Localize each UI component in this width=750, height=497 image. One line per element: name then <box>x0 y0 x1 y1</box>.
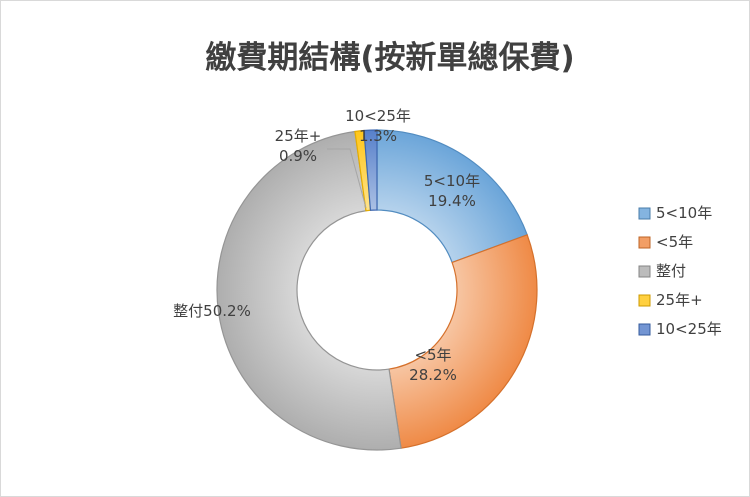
chart-title: 繳費期結構(按新單總保費) <box>205 40 574 76</box>
data-label: 10<25年 <box>345 107 411 125</box>
data-label: 0.9% <box>279 147 317 165</box>
data-label: <5年 <box>414 346 451 364</box>
legend-entry: 整付 <box>656 262 686 280</box>
legend-entry: 25年+ <box>656 291 703 309</box>
slice-1[interactable] <box>388 234 538 449</box>
legend-entry: 10<25年 <box>656 320 722 338</box>
data-label: 25年+ <box>275 127 322 145</box>
data-label: 5<10年 <box>424 172 480 190</box>
legend-entry: <5年 <box>656 233 693 251</box>
leader-line <box>327 148 367 209</box>
legend-swatch <box>638 294 651 307</box>
data-label: 19.4% <box>428 192 476 210</box>
slice-4[interactable] <box>363 129 378 211</box>
slice-2[interactable] <box>216 130 402 451</box>
legend-swatch <box>638 236 651 249</box>
data-label: 28.2% <box>409 366 457 384</box>
legend-swatch <box>638 323 651 336</box>
legend-swatch <box>638 265 651 278</box>
legend-entry: 5<10年 <box>656 204 712 222</box>
slice-0[interactable] <box>376 129 528 264</box>
data-label: 整付50.2% <box>173 302 251 320</box>
data-label: 1.3% <box>359 127 397 145</box>
legend-swatch <box>638 207 651 220</box>
